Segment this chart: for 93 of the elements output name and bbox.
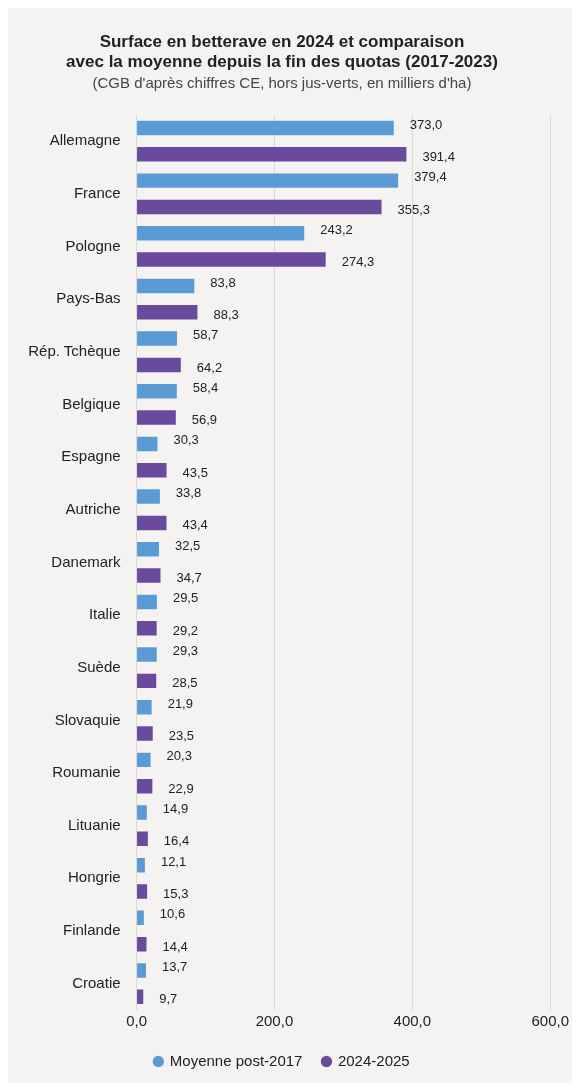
bar <box>137 989 144 1005</box>
y-tick-label: Allemagne <box>49 131 121 149</box>
chart-subtitle: (CGB d'après chiffres CE, hors jus-verts, en milliers d'ha) <box>92 73 472 91</box>
data-label: 13,7 <box>162 959 188 975</box>
legend-label: 2024-2025 <box>337 1051 410 1069</box>
y-tick-label: Croatie <box>72 973 121 991</box>
bar <box>137 305 198 320</box>
x-tick-label: 0,0 <box>126 1012 147 1030</box>
data-label: 83,8 <box>210 274 236 290</box>
y-tick-label: Roumanie <box>52 763 121 781</box>
data-label: 16,4 <box>163 833 190 849</box>
bar <box>137 515 167 531</box>
bar <box>137 384 177 399</box>
y-tick-label: Espagne <box>61 447 121 465</box>
y-tick-label: Belgique <box>62 394 121 412</box>
y-tick-label: Hongrie <box>68 868 121 886</box>
data-label: 88,3 <box>213 306 239 322</box>
x-tick-label: 600,0 <box>531 1012 570 1030</box>
bar <box>137 357 181 373</box>
data-label: 20,3 <box>166 748 192 764</box>
data-label: 15,3 <box>163 886 189 902</box>
data-label: 29,5 <box>172 590 199 606</box>
bar <box>137 963 147 978</box>
bar <box>137 594 157 610</box>
bar <box>137 752 151 768</box>
bar <box>137 647 157 662</box>
bar <box>137 226 305 241</box>
data-label: 22,9 <box>168 780 194 796</box>
data-label: 379,4 <box>414 169 447 185</box>
bar <box>137 199 382 215</box>
data-label: 23,5 <box>168 728 195 744</box>
bar <box>137 542 159 557</box>
data-label: 14,9 <box>162 801 189 817</box>
bar <box>137 436 158 452</box>
data-label: 33,8 <box>175 485 202 501</box>
bar <box>137 831 148 847</box>
data-label: 29,3 <box>172 643 199 659</box>
data-label: 64,2 <box>196 359 223 375</box>
y-tick-label: Suède <box>77 657 121 675</box>
y-tick-label: Danemark <box>51 552 122 570</box>
data-label: 43,5 <box>182 464 208 480</box>
y-tick-label: Autriche <box>65 499 121 517</box>
bar <box>137 936 147 952</box>
bar <box>137 331 178 346</box>
x-tick-label: 200,0 <box>255 1012 294 1030</box>
data-label: 9,7 <box>159 991 178 1007</box>
bar <box>137 463 167 478</box>
bar <box>137 147 407 162</box>
data-label: 29,2 <box>172 622 199 638</box>
chart-title: Surface en betterave en 2024 et comparaison avec la moyenne depuis la fin des quotas (2017-2023) <box>66 31 498 72</box>
data-label: 56,9 <box>191 412 218 428</box>
data-label: 12,1 <box>160 853 187 869</box>
data-label: 30,3 <box>173 432 199 448</box>
y-tick-label: Slovaquie <box>54 710 121 728</box>
y-tick-label: Finlande <box>63 921 121 939</box>
data-label: 274,3 <box>341 254 375 270</box>
bar <box>137 568 161 583</box>
data-label: 43,4 <box>182 517 208 533</box>
bar <box>137 726 153 741</box>
y-tick-label: Pays-Bas <box>56 289 121 307</box>
y-tick-label: Italie <box>88 605 121 623</box>
data-label: 58,7 <box>193 327 219 343</box>
data-label: 32,5 <box>174 537 201 553</box>
bar <box>137 410 176 425</box>
y-tick-label: France <box>73 183 121 201</box>
bar <box>137 910 144 926</box>
y-tick-label: Lituanie <box>68 815 121 833</box>
data-label: 21,9 <box>167 695 193 711</box>
data-label: 10,6 <box>159 906 186 922</box>
legend-label: Moyenne post-2017 <box>169 1051 303 1069</box>
bar <box>137 278 195 294</box>
x-tick-label: 400,0 <box>393 1012 432 1030</box>
bar <box>137 778 153 794</box>
data-label: 373,0 <box>409 116 443 132</box>
bar <box>137 884 148 899</box>
y-tick-label: Pologne <box>65 236 121 254</box>
data-label: 391,4 <box>422 148 455 164</box>
bar <box>137 699 152 715</box>
data-label: 34,7 <box>176 570 202 586</box>
data-label: 28,5 <box>172 675 198 691</box>
bar <box>137 620 157 636</box>
bar <box>137 673 157 689</box>
bar <box>137 252 326 267</box>
bar <box>137 857 145 873</box>
data-label: 243,2 <box>320 221 353 237</box>
y-tick-label: Rép. Tchèque <box>28 341 121 359</box>
data-label: 14,4 <box>162 938 188 954</box>
bar <box>137 489 160 504</box>
bar <box>137 120 394 136</box>
bar <box>137 173 399 188</box>
data-label: 58,4 <box>192 379 219 395</box>
data-label: 355,3 <box>397 201 431 217</box>
bar <box>137 805 147 820</box>
